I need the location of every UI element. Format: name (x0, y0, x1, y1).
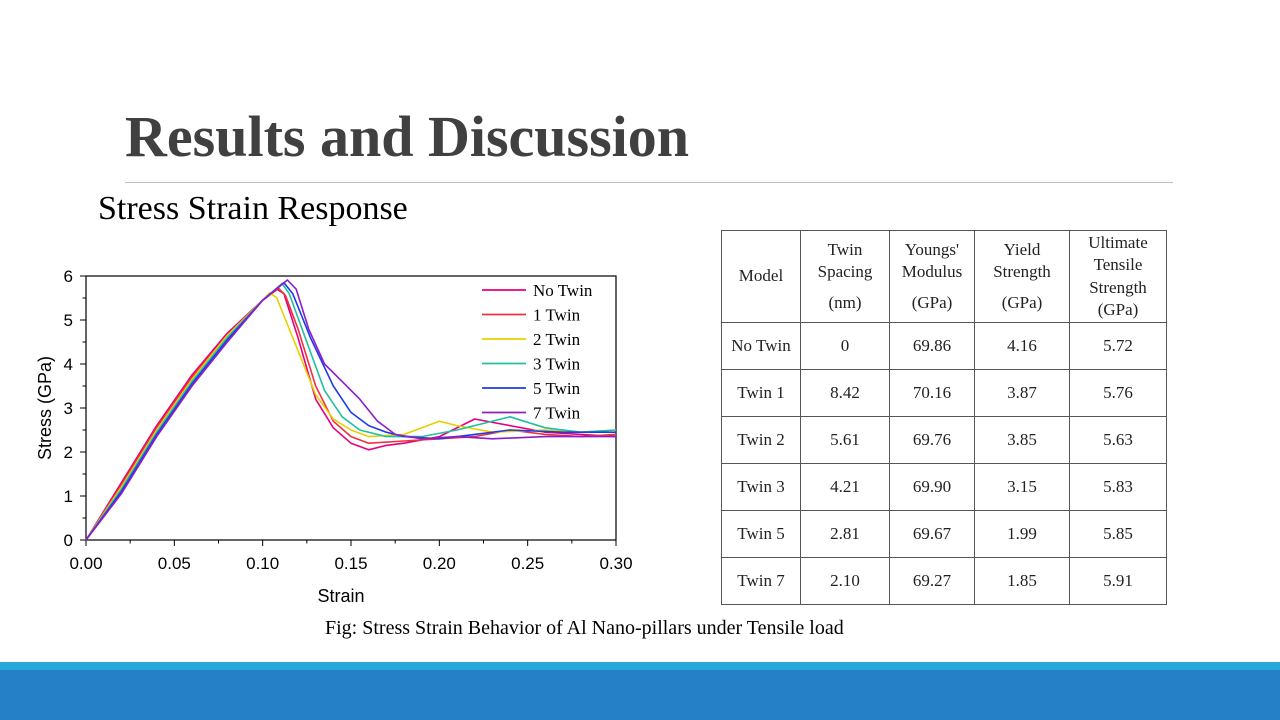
x-tick-label: 0.25 (511, 554, 544, 573)
table-cell: 5.72 (1069, 322, 1167, 370)
table-cell: 5.63 (1069, 416, 1167, 464)
table-row: Twin 7 2.10 69.27 1.85 5.91 (721, 557, 1167, 605)
x-tick-label: 0.20 (423, 554, 456, 573)
table-cell: 3.15 (974, 463, 1070, 511)
table-cell-model: Twin 7 (721, 557, 801, 605)
table-cell-model: Twin 1 (721, 369, 801, 417)
table-header-row: Model Twin Spacing (nm) Youngs' Modulus … (721, 230, 1167, 323)
table-cell: 3.87 (974, 369, 1070, 417)
header-unit: (GPa) (1097, 299, 1139, 319)
footer-bar (0, 670, 1280, 720)
results-table: Model Twin Spacing (nm) Youngs' Modulus … (721, 230, 1167, 605)
table-row: Twin 2 5.61 69.76 3.85 5.63 (721, 416, 1167, 464)
legend-label: 7 Twin (533, 404, 581, 423)
x-tick-label: 0.15 (334, 554, 367, 573)
table-cell: 70.16 (889, 369, 975, 417)
table-header-twin-spacing: Twin Spacing (nm) (800, 230, 890, 323)
table-cell: 5.61 (800, 416, 890, 464)
table-cell: 69.27 (889, 557, 975, 605)
table-row: Twin 5 2.81 69.67 1.99 5.85 (721, 510, 1167, 558)
legend-label: 3 Twin (533, 355, 581, 374)
table-cell: 69.86 (889, 322, 975, 370)
y-tick-label: 3 (64, 399, 73, 418)
series-line-no-twin (85, 288, 617, 541)
table-cell: 4.21 (800, 463, 890, 511)
table-cell-model: Twin 5 (721, 510, 801, 558)
table-cell-model: Twin 3 (721, 463, 801, 511)
table-body: No Twin 0 69.86 4.16 5.72 Twin 1 8.42 70.16 3.87… (721, 322, 1167, 605)
x-tick-label: 0.30 (599, 554, 632, 573)
y-tick-label: 2 (64, 443, 73, 462)
figure-caption: Fig: Stress Strain Behavior of Al Nano-p… (325, 617, 844, 639)
section-subtitle: Stress Strain Response (98, 190, 408, 227)
table-header-youngs-modulus: Youngs' Modulus (GPa) (889, 230, 975, 323)
table-cell: 0 (800, 322, 890, 370)
legend-label: 2 Twin (533, 330, 581, 349)
y-axis-label: Stress (GPa) (35, 356, 55, 460)
table-row: Twin 1 8.42 70.16 3.87 5.76 (721, 369, 1167, 417)
header-unit: (GPa) (1001, 292, 1043, 312)
table-header-ultimate-tensile-strength: Ultimate Tensile Strength (GPa) (1069, 230, 1167, 323)
table-cell-model: Twin 2 (721, 416, 801, 464)
x-axis-label: Strain (317, 586, 364, 606)
series-line-5-twin (85, 281, 616, 541)
table-row: No Twin 0 69.86 4.16 5.72 (721, 322, 1167, 370)
table-header-yield-strength: Yield Strength (GPa) (974, 230, 1070, 323)
header-label: Ultimate Tensile Strength (1088, 233, 1148, 297)
table-cell: 1.99 (974, 510, 1070, 558)
table-cell: 5.91 (1069, 557, 1167, 605)
header-label: Youngs' Modulus (901, 240, 963, 282)
table-cell: 5.85 (1069, 510, 1167, 558)
x-tick-label: 0.00 (69, 554, 102, 573)
y-tick-label: 1 (64, 487, 73, 506)
table-cell: 8.42 (800, 369, 890, 417)
series-line-7-twin (85, 279, 616, 541)
y-tick-label: 4 (64, 355, 73, 374)
header-unit: (nm) (828, 292, 862, 312)
table-cell: 2.81 (800, 510, 890, 558)
legend-label: No Twin (533, 281, 593, 300)
table-cell: 69.67 (889, 510, 975, 558)
series-line-2-twin (85, 291, 617, 541)
table-cell: 4.16 (974, 322, 1070, 370)
x-tick-label: 0.10 (246, 554, 279, 573)
series-line-3-twin (85, 282, 617, 541)
table-cell: 5.83 (1069, 463, 1167, 511)
footer-accent-strip (0, 662, 1280, 670)
table-cell-model: No Twin (721, 322, 801, 370)
table-cell: 3.85 (974, 416, 1070, 464)
table-cell: 2.10 (800, 557, 890, 605)
x-tick-label: 0.05 (158, 554, 191, 573)
header-unit: (GPa) (911, 292, 953, 312)
header-label: Model (738, 266, 784, 286)
header-label: Yield Strength (993, 240, 1051, 282)
table-cell: 69.76 (889, 416, 975, 464)
table-cell: 1.85 (974, 557, 1070, 605)
table-cell: 69.90 (889, 463, 975, 511)
y-tick-label: 5 (64, 311, 73, 330)
table-header-model: Model (721, 230, 801, 323)
table-row: Twin 3 4.21 69.90 3.15 5.83 (721, 463, 1167, 511)
header-label: Twin Spacing (817, 240, 873, 282)
legend-label: 1 Twin (533, 306, 581, 325)
y-tick-label: 0 (64, 531, 73, 550)
table-cell: 5.76 (1069, 369, 1167, 417)
title-divider (125, 182, 1173, 183)
stress-strain-chart: 0.00 0.05 0.10 0.15 0.20 0.25 0.30 0 1 2 3 4 5 6 Strai… (35, 267, 633, 606)
y-tick-label: 6 (64, 267, 73, 286)
legend-label: 5 Twin (533, 379, 581, 398)
slide-title: Results and Discussion (125, 104, 690, 169)
